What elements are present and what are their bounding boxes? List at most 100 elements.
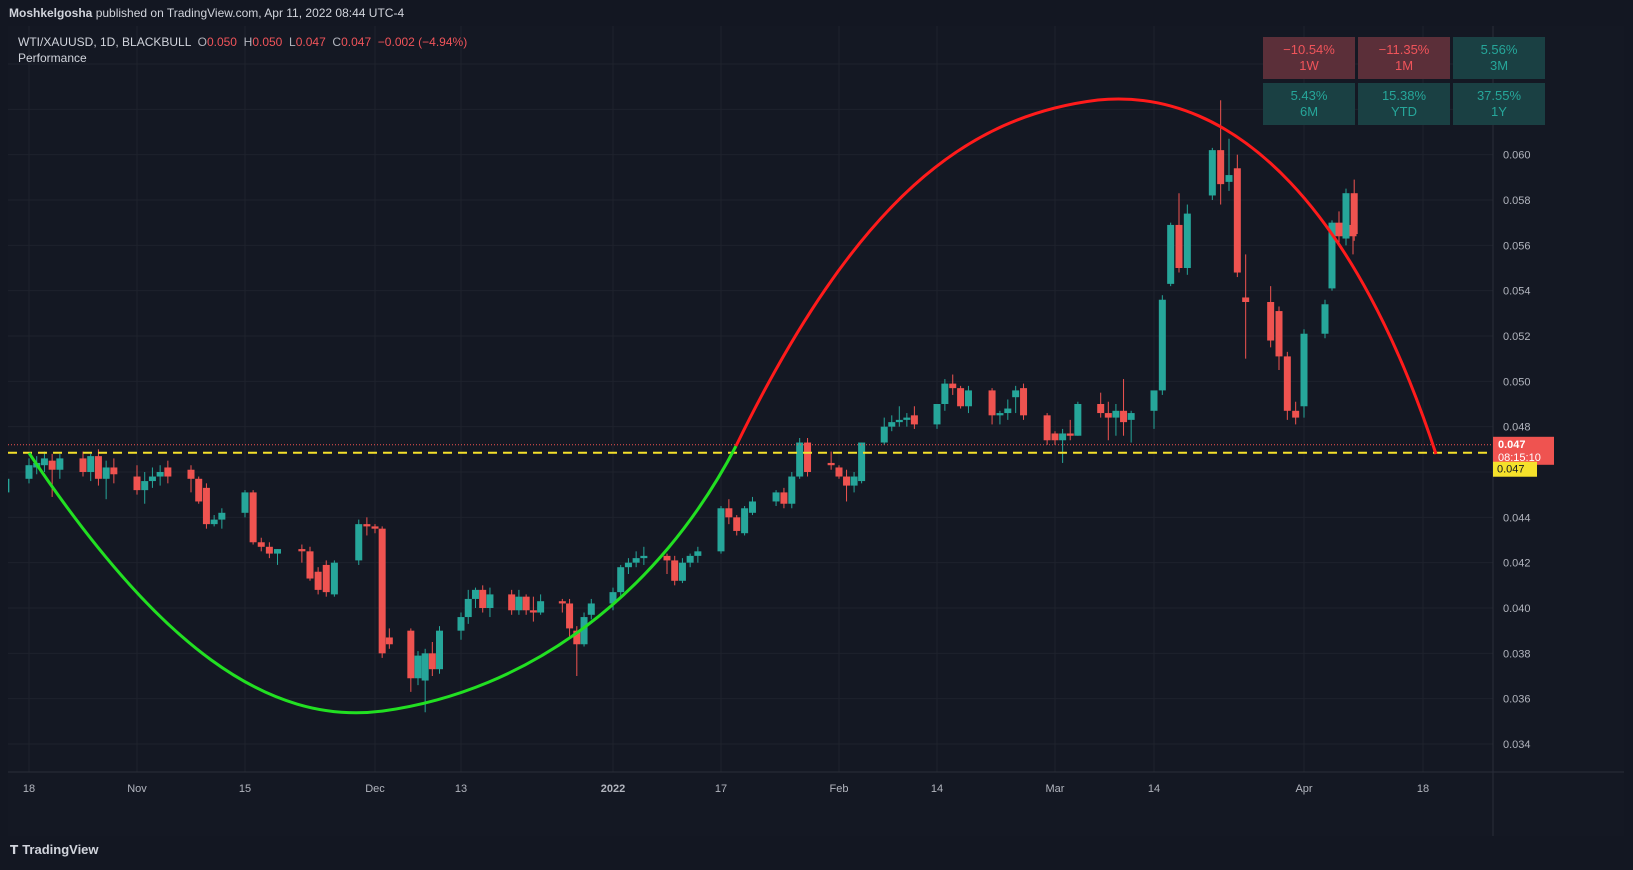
candle-body xyxy=(187,469,195,479)
cup-curve xyxy=(27,445,738,715)
candle-body xyxy=(274,549,281,554)
candle-body xyxy=(1292,410,1300,418)
candle-body xyxy=(888,422,896,427)
x-tick-label: 2022 xyxy=(601,783,625,795)
publish-header: Moshkelgosha published on TradingView.co… xyxy=(0,0,1633,26)
close-value: 0.047 xyxy=(341,35,372,49)
candle-body xyxy=(218,512,226,520)
y-tick-label: 0.048 xyxy=(1503,422,1531,434)
candle-body xyxy=(378,528,386,654)
candle-body xyxy=(835,467,843,477)
low-value: 0.047 xyxy=(295,35,326,49)
y-tick-label: 0.058 xyxy=(1503,195,1531,207)
candle-body xyxy=(587,603,595,615)
candle-body xyxy=(686,555,694,563)
candle-body xyxy=(110,467,118,475)
open-label: O xyxy=(197,35,207,49)
perf-value: 15.38% xyxy=(1381,88,1427,103)
candle-body xyxy=(94,456,102,479)
candle-body xyxy=(322,564,330,593)
open-value: 0.050 xyxy=(206,35,237,49)
candle-body xyxy=(464,598,472,618)
indicator-label[interactable]: Performance xyxy=(18,51,87,65)
chart-area[interactable]: 0.0640.0620.0600.0580.0560.0540.0520.050… xyxy=(8,26,1624,836)
last-price-label: 0.047 xyxy=(1498,439,1526,451)
perf-cell-1w: −10.54% 1W xyxy=(1263,37,1355,79)
y-tick-label: 0.052 xyxy=(1503,331,1531,343)
x-tick-label: Apr xyxy=(1295,783,1312,795)
x-tick-label: 17 xyxy=(715,783,727,795)
y-tick-label: 0.056 xyxy=(1503,240,1531,252)
candle-body xyxy=(1097,404,1105,414)
high-value: 0.050 xyxy=(252,35,283,49)
symbol-label[interactable]: WTI/XAUUSD, 1D, BLACKBULL xyxy=(18,35,191,49)
perf-period: 6M xyxy=(1299,104,1319,119)
x-tick-label: Nov xyxy=(127,783,147,795)
candle-body xyxy=(957,388,965,407)
candle-body xyxy=(40,458,48,466)
candle-body xyxy=(537,601,545,613)
candle-body xyxy=(164,467,172,477)
candle-body xyxy=(1012,390,1020,398)
y-tick-label: 0.054 xyxy=(1503,286,1531,298)
candle-body xyxy=(436,630,443,670)
candle-body xyxy=(298,549,306,552)
candle-body xyxy=(1051,433,1059,441)
candle-body xyxy=(330,562,338,595)
candle-body xyxy=(1150,390,1158,411)
brand-name: TradingView xyxy=(22,842,99,857)
candle-body xyxy=(1127,413,1135,420)
candle-body xyxy=(1350,193,1358,234)
candlestick-chart[interactable]: 0.0640.0620.0600.0580.0560.0540.0520.050… xyxy=(8,26,1624,836)
candle-body xyxy=(741,508,749,534)
x-tick-label: 18 xyxy=(23,783,35,795)
candle-body xyxy=(1225,175,1233,182)
perf-period: 1M xyxy=(1394,58,1414,73)
x-tick-label: Dec xyxy=(365,783,385,795)
tradingview-logo[interactable]: 𝗧 TradingView xyxy=(10,842,99,857)
candle-body xyxy=(428,653,436,670)
candle-body xyxy=(827,462,835,466)
candle-body xyxy=(1020,388,1028,416)
candle-body xyxy=(733,517,741,531)
y-tick-label: 0.044 xyxy=(1503,512,1531,524)
candle-body xyxy=(1120,410,1128,423)
candle-body xyxy=(858,442,866,482)
x-tick-label: Mar xyxy=(1046,783,1065,795)
candle-body xyxy=(363,524,371,527)
tradingview-icon: 𝗧 xyxy=(10,843,19,857)
x-tick-label: Feb xyxy=(830,783,849,795)
y-tick-label: 0.036 xyxy=(1503,694,1531,706)
candle-body xyxy=(632,558,640,563)
candle-body xyxy=(87,456,95,472)
perf-period: 3M xyxy=(1489,58,1509,73)
candle-body xyxy=(933,404,941,425)
candle-body xyxy=(772,492,780,502)
candle-body xyxy=(210,519,218,525)
candle-body xyxy=(25,465,33,479)
candle-body xyxy=(306,551,314,579)
candle-body xyxy=(508,594,516,611)
y-tick-label: 0.040 xyxy=(1503,603,1531,615)
candle-body xyxy=(780,492,788,504)
candle-body xyxy=(486,594,494,608)
candle-body xyxy=(949,383,957,389)
candle-body xyxy=(1112,410,1120,418)
candle-body xyxy=(414,655,422,679)
support-label: 0.047 xyxy=(1497,464,1525,476)
low-label: L xyxy=(289,35,296,49)
candle-body xyxy=(1267,302,1275,341)
candle-body xyxy=(1175,224,1183,268)
perf-value: 5.56% xyxy=(1480,42,1518,57)
x-tick-label: 14 xyxy=(1148,783,1160,795)
candle-body xyxy=(941,383,949,404)
perf-cell-1y: 37.55% 1Y xyxy=(1453,83,1545,125)
candle-body xyxy=(1004,408,1012,414)
perf-cell-1m: −11.35% 1M xyxy=(1358,37,1450,79)
perf-period: YTD xyxy=(1391,104,1417,119)
perf-period: 1W xyxy=(1299,58,1319,73)
symbol-legend: WTI/XAUUSD, 1D, BLACKBULL O0.050 H0.050 … xyxy=(18,34,467,66)
candle-body xyxy=(102,467,110,479)
candle-body xyxy=(1275,311,1283,357)
candle-body xyxy=(850,476,858,486)
